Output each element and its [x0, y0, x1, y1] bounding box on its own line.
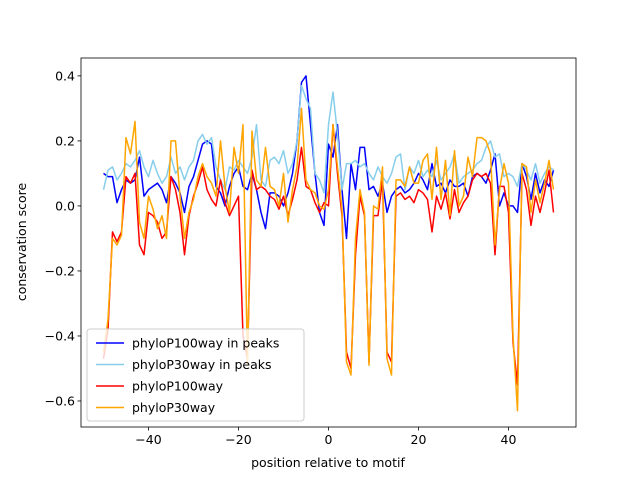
x-tick-label: 40	[501, 432, 517, 447]
y-tick-label: −0.6	[45, 393, 75, 408]
data-line	[102, 123, 555, 386]
legend-label: phyloP100way in peaks	[132, 336, 279, 351]
legend-label: phyloP30way	[132, 400, 216, 415]
y-tick-label: −0.2	[45, 263, 75, 278]
legend-box	[86, 328, 305, 422]
y-tick-label: 0.4	[55, 68, 75, 83]
data-line	[102, 107, 555, 412]
x-axis-label: position relative to motif	[251, 455, 405, 470]
x-tick-label: −20	[225, 432, 251, 447]
x-tick-label: 0	[325, 432, 333, 447]
y-tick-label: 0.0	[55, 198, 75, 213]
x-tick-label: 20	[411, 432, 427, 447]
y-tick-label: −0.4	[45, 328, 75, 343]
axes-frame	[80, 57, 577, 428]
y-tick-label: 0.2	[55, 133, 75, 148]
x-tick-label: −40	[135, 432, 161, 447]
legend-label: phyloP100way	[132, 379, 224, 394]
legend-label: phyloP30way in peaks	[132, 357, 271, 372]
y-axis-label: conservation score	[14, 183, 29, 302]
